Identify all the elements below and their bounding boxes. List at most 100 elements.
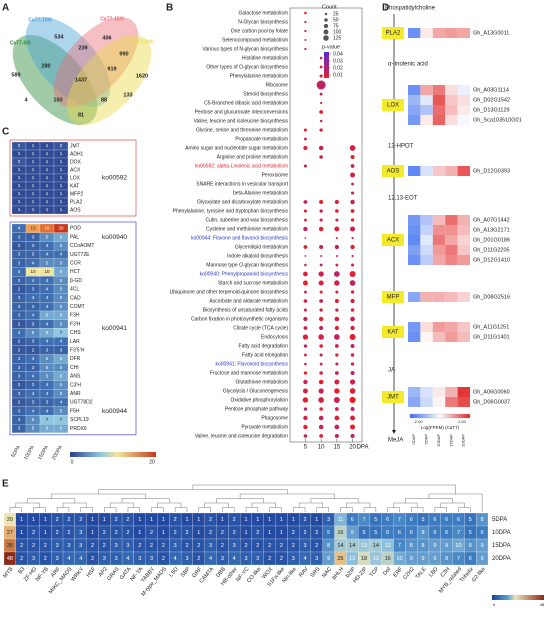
heat-cell [420,292,433,302]
pathway-label: Peroxisome [262,172,289,178]
cell-value: 4 [46,295,49,300]
pathway-label: Phagosome [261,415,288,421]
cell-value: 4 [46,286,49,291]
dot [334,226,340,232]
cell-value: 6 [60,269,63,274]
cell-value: 6 [386,517,389,523]
gene-label: F5H [70,408,80,414]
cell-value: 2 [315,530,318,536]
enzyme-box [382,234,404,246]
cell-value: 5 [60,365,63,370]
dot [335,353,339,357]
cell-value: 1 [60,151,63,156]
dot [349,280,356,286]
cell-value: 3 [60,347,63,352]
gene-id: Gh_D13G1129 [473,107,510,113]
pathway-label: Other types of O-glycan biosynthesis [206,64,288,70]
cell-value: 3 [32,286,35,291]
cell-value: 2 [303,517,306,523]
cell-value: 7 [60,330,63,335]
heat-cell [420,85,433,95]
heat-cell [420,28,433,38]
cell-value: 4 [32,356,35,361]
cell-value: 4 [18,226,21,231]
enzyme-label: AOS [387,169,400,175]
enzyme-box [382,291,404,303]
x-tick-label: 15 [334,445,341,451]
heat-cell [445,215,458,225]
pathway-label: SNARE interactions in vesicular transpor… [196,181,288,187]
cell-value: 2 [44,556,47,562]
legend-title: Count [322,4,337,10]
column-label: 5DAP [423,434,428,445]
pathway-label: Histidine metabolism [242,55,288,61]
dot [349,388,356,394]
dot [335,308,339,312]
cell-value: 2 [233,517,236,523]
cell-value: 1 [32,191,35,196]
pathway-label: Glycine, serine and threonine metabolism [196,127,288,133]
enzyme-label: PLA2 [386,31,401,37]
dot [334,407,339,411]
cell-value: 2 [162,556,165,562]
cell-value: 2 [268,543,271,549]
cell-value: 1 [197,530,200,536]
heat-cell [457,332,470,342]
gene-label: HCT [70,269,80,275]
heat-cell [445,166,458,176]
dot [349,334,356,340]
cell-value: 1 [32,207,35,212]
cell-value: 3 [32,304,35,309]
heat-cell [457,255,470,265]
pathway-label: Carbon fixation in photosynthetic organi… [191,316,288,322]
pathway-label: Mannose type O-glycan biosynthesis [206,262,288,268]
family-label: LBD [428,566,439,578]
cell-value: 5 [46,356,49,361]
pathway-label: C5-Branched dibasic acid metabolism [204,100,288,106]
cell-value: 1 [46,175,49,180]
plot-frame [289,7,363,443]
row-label: 20DPA [492,556,511,562]
dot [303,226,308,232]
heat-cell [457,225,470,235]
dot [318,424,324,430]
cell-value: 3 [79,530,82,536]
dot [304,38,307,42]
cell-value: 4 [46,252,49,257]
dot [304,137,307,141]
heat-cell [408,166,421,176]
cell-value: 2 [150,543,153,549]
gene-label: POD [70,226,81,232]
cell-value: 2 [233,530,236,536]
cell-value: 6 [386,530,389,536]
dot [319,308,323,312]
gene-id: Gh_D12G1410 [473,257,510,263]
cell-value: 1 [138,517,141,523]
cell-value: 3 [303,543,306,549]
heat-cell [432,322,446,332]
colorbar-label: -2.00 [413,419,423,424]
gene-label: PRDX6 [70,426,87,432]
cell-value: 4 [60,339,63,344]
dot [303,145,308,151]
dot [349,270,356,278]
cell-value: 1 [32,143,35,148]
cell-value: 3 [32,321,35,326]
heat-cell [457,235,470,245]
dot [319,74,323,78]
pathway-label: Cysteine and methionine metabolism [206,226,288,232]
cell-value: 6 [46,426,49,431]
cell-value: 4 [32,408,35,413]
heat-cell [408,235,421,245]
gene-id: Gh_A07G1442 [473,217,510,223]
cell-value: 2 [115,517,118,523]
cell-value: 3 [79,543,82,549]
cell-value: 1 [46,151,49,156]
gene-label: JMT [70,143,80,149]
dot [350,353,355,357]
compound: α-linolenic acid [388,62,428,68]
dot [334,199,339,205]
dot [319,362,323,366]
heat-cell [445,115,458,125]
cell-value: 1 [18,151,21,156]
